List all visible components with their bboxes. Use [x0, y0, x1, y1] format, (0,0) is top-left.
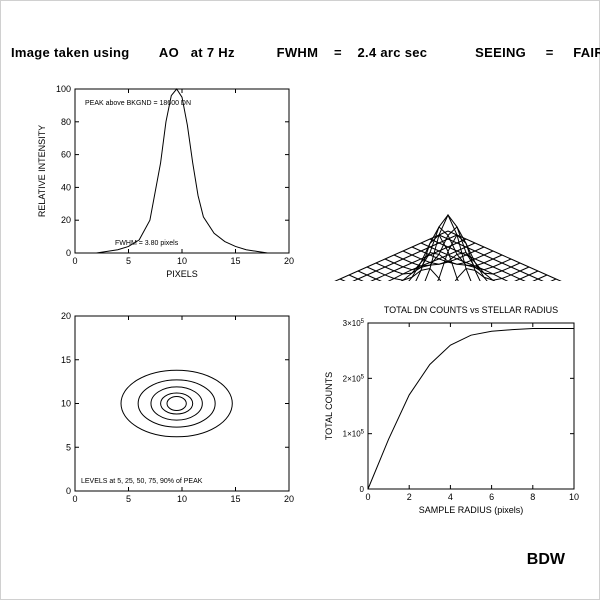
- signature: BDW: [527, 551, 565, 569]
- svg-text:10: 10: [569, 492, 579, 502]
- svg-text:TOTAL COUNTS: TOTAL COUNTS: [324, 372, 334, 440]
- surface-panel: [316, 81, 581, 281]
- svg-text:10: 10: [61, 399, 71, 409]
- svg-text:SAMPLE RADIUS (pixels): SAMPLE RADIUS (pixels): [419, 505, 524, 515]
- svg-text:40: 40: [61, 182, 71, 192]
- hdr-ao: AO: [159, 45, 179, 60]
- svg-text:15: 15: [61, 355, 71, 365]
- svg-text:4: 4: [448, 492, 453, 502]
- svg-text:LEVELS at 5, 25, 50, 75, 90% o: LEVELS at 5, 25, 50, 75, 90% of PEAK: [81, 478, 203, 485]
- svg-text:0: 0: [365, 492, 370, 502]
- svg-text:15: 15: [230, 256, 240, 266]
- svg-text:100: 100: [56, 84, 71, 94]
- svg-text:20: 20: [61, 215, 71, 225]
- svg-text:20: 20: [284, 256, 294, 266]
- svg-text:1×105: 1×105: [343, 430, 365, 439]
- hdr-eq2: =: [546, 45, 554, 60]
- hdr-hz: at 7 Hz: [191, 45, 235, 60]
- svg-text:8: 8: [530, 492, 535, 502]
- hdr-fwhm-val: 2.4 arc sec: [358, 45, 428, 60]
- svg-text:5: 5: [126, 494, 131, 504]
- contour-panel: 0 5 10 15 20 0 5 10 15 20 LEVELS at 5, 25, 50, 75,…: [31, 311, 296, 521]
- svg-text:20: 20: [61, 311, 71, 321]
- svg-text:PIXELS: PIXELS: [166, 269, 198, 279]
- svg-text:60: 60: [61, 150, 71, 160]
- svg-text:20: 20: [284, 494, 294, 504]
- svg-text:3×105: 3×105: [343, 319, 365, 328]
- hdr-fwhm-label: FWHM: [277, 45, 319, 60]
- svg-text:FWHM = 3.80 pixels: FWHM = 3.80 pixels: [115, 240, 179, 247]
- svg-text:2: 2: [407, 492, 412, 502]
- svg-text:10: 10: [177, 494, 187, 504]
- svg-text:5: 5: [126, 256, 131, 266]
- svg-text:RELATIVE INTENSITY: RELATIVE INTENSITY: [37, 125, 47, 217]
- header: Image taken using AO at 7 Hz FWHM = 2.4 …: [11, 45, 589, 60]
- counts-panel: TOTAL DN COUNTS vs STELLAR RADIUS 0 2 4 6 8 10…: [316, 301, 581, 521]
- svg-text:6: 6: [489, 492, 494, 502]
- svg-text:TOTAL DN COUNTS vs STELLAR RAD: TOTAL DN COUNTS vs STELLAR RADIUS: [384, 305, 558, 315]
- hdr-seeing-label: SEEING: [475, 45, 526, 60]
- svg-text:2×105: 2×105: [343, 374, 365, 383]
- intensity-panel: 0 5 10 15 20 0 20 40 60 80 100 PIXELS RELATIVE INTEN…: [31, 81, 296, 281]
- hdr-seeing-val: FAIR: [573, 45, 600, 60]
- svg-text:PEAK above BKGND = 18600 DN: PEAK above BKGND = 18600 DN: [85, 100, 191, 107]
- svg-text:80: 80: [61, 117, 71, 127]
- svg-text:0: 0: [360, 485, 365, 494]
- svg-text:5: 5: [66, 442, 71, 452]
- svg-text:0: 0: [72, 256, 77, 266]
- svg-text:0: 0: [72, 494, 77, 504]
- svg-text:0: 0: [66, 486, 71, 496]
- hdr-prefix: Image taken using: [11, 45, 130, 60]
- hdr-eq1: =: [334, 45, 342, 60]
- svg-text:10: 10: [177, 256, 187, 266]
- svg-text:0: 0: [66, 248, 71, 258]
- svg-text:15: 15: [230, 494, 240, 504]
